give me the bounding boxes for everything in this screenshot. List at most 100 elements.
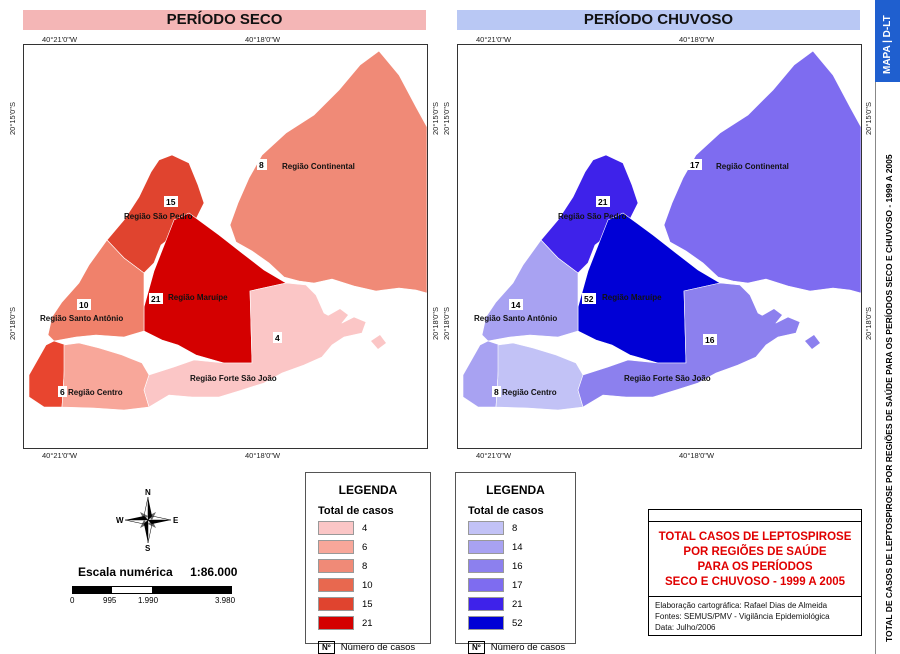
lon-label-bottom-right-dry: 40°18'0"W [245, 451, 281, 460]
legend-item: 52 [468, 615, 575, 631]
title-box: TOTAL CASOS DE LEPTOSPIROSE POR REGIÕES … [648, 509, 862, 636]
cases-sao-pedro: 15 [166, 197, 176, 207]
compass-rose-icon [124, 496, 172, 544]
legend-wet-title: LEGENDA [486, 483, 545, 497]
lon-label-bottom-left-dry: 40°21'0"W [42, 451, 78, 460]
cases-box-sao-pedro [164, 196, 178, 207]
compass-west: W [116, 516, 124, 525]
label-maruipe: Região Maruípe [602, 293, 662, 302]
lat-label-right-bottom-wet: 20°18'0"S [864, 307, 873, 340]
region-sao-pedro [106, 154, 205, 274]
map-title-line: SECO E CHUVOSO - 1999 A 2005 [664, 576, 846, 588]
region-continental [663, 50, 861, 294]
lon-label-top-left-dry: 40°21'0"W [42, 35, 78, 44]
legend-item: 17 [468, 577, 575, 593]
cases-forte: 4 [275, 333, 280, 343]
cases-continental: 8 [259, 160, 264, 170]
legend-wet: LEGENDA Total de casos 8 14 16 17 21 52 … [455, 472, 576, 654]
map-title-line: PARA OS PERÍODOS [697, 561, 813, 573]
label-santo-antonio: Região Santo Antônio [474, 314, 557, 323]
cases-box-santo-antonio [509, 299, 523, 310]
cases-box-sao-pedro [596, 196, 610, 207]
island-small-2 [805, 335, 820, 349]
side-title-text: TOTAL DE CASOS DE LEPTOSPIROSE POR REGIÕ… [884, 154, 894, 642]
legend-dry-title: LEGENDA [338, 483, 398, 497]
cases-box-continental [688, 159, 702, 170]
island-small-1 [326, 309, 348, 325]
cases-centro: 6 [60, 387, 65, 397]
label-santo-antonio: Região Santo Antônio [40, 314, 123, 323]
region-centro-west [28, 340, 67, 408]
lon-label-top-right-wet: 40°18'0"W [679, 35, 715, 44]
label-sao-pedro: Região São Pedro [558, 212, 627, 221]
legend-dry: LEGENDA Total de casos 4 6 8 10 15 21 Nº… [305, 472, 431, 654]
region-continental [229, 50, 427, 294]
map-title-line: TOTAL CASOS DE LEPTOSPIROSE [658, 531, 852, 543]
legend-item: 15 [318, 596, 430, 612]
label-forte-sao-joao: Região Forte São João [624, 374, 711, 383]
lat-label-right-top-wet: 20°15'0"S [864, 102, 873, 135]
region-centro [61, 342, 150, 411]
compass-north: N [145, 488, 151, 497]
cases-box-forte [703, 334, 717, 345]
north-arrow: N S W E [116, 488, 179, 553]
legend-wet-count-key: Nº Número de casos [468, 641, 575, 654]
cases-maruipe: 21 [151, 294, 161, 304]
legend-item: 16 [468, 558, 575, 574]
region-santo-antonio [481, 239, 579, 342]
cases-centro: 8 [494, 387, 499, 397]
cases-box-centro [492, 386, 501, 397]
lat-label-left-top-dry: 20°15'0"S [8, 102, 17, 135]
cases-box-forte [273, 332, 282, 343]
lat-label-left-bottom-wet: 20°18'0"S [442, 307, 451, 340]
cases-box-maruipe [582, 293, 596, 304]
scale-text: Escala numérica [78, 565, 173, 579]
wet-period-map: Região Continental Região São Pedro Regi… [457, 44, 862, 449]
legend-item: 8 [318, 558, 430, 574]
label-centro: Região Centro [502, 388, 557, 397]
lat-label-right-top-dry: 20°15'0"S [431, 102, 440, 135]
label-continental: Região Continental [282, 162, 355, 171]
credit-source: Fontes: SEMUS/PMV - Vigilância Epidemiol… [655, 612, 830, 621]
compass-east: E [173, 516, 179, 525]
legend-dry-count-key: Nº Número de casos [318, 641, 430, 654]
compass-south: S [145, 544, 151, 553]
wet-period-title: PERÍODO CHUVOSO [457, 10, 860, 30]
scale-bar [72, 586, 232, 594]
legend-wet-subtitle: Total de casos [468, 505, 544, 517]
region-centro-west [462, 340, 501, 408]
legend-item: 8 [468, 520, 575, 536]
label-sao-pedro: Região São Pedro [124, 212, 193, 221]
label-continental: Região Continental [716, 162, 789, 171]
label-centro: Região Centro [68, 388, 123, 397]
region-santo-antonio [47, 239, 145, 342]
cases-continental: 17 [690, 160, 700, 170]
scale-value: 1:86.000 [190, 565, 238, 579]
cases-sao-pedro: 21 [598, 197, 608, 207]
cases-box-centro [58, 386, 67, 397]
dry-period-map: Região Continental Região São Pedro Regi… [23, 44, 428, 449]
region-sao-pedro [540, 154, 639, 274]
legend-item: 21 [468, 596, 575, 612]
side-badge-text: MAPA | D-LT [882, 15, 893, 74]
region-centro [495, 342, 584, 411]
lon-label-top-left-wet: 40°21'0"W [476, 35, 512, 44]
cases-santo-antonio: 14 [511, 300, 521, 310]
cases-forte: 16 [705, 335, 715, 345]
island-small-3 [324, 331, 336, 343]
dry-period-title: PERÍODO SECO [23, 10, 426, 30]
lat-label-left-top-wet: 20°15'0"S [442, 102, 451, 135]
label-forte-sao-joao: Região Forte São João [190, 374, 277, 383]
cases-box-maruipe [149, 293, 163, 304]
island-small-3 [758, 331, 770, 343]
credit-date: Data: Julho/2006 [655, 623, 716, 632]
scale-tick-2: 1.990 [138, 596, 159, 605]
lon-label-bottom-right-wet: 40°18'0"W [679, 451, 715, 460]
cases-maruipe: 52 [584, 294, 594, 304]
scale-tick-1: 995 [103, 596, 117, 605]
map-title-line: POR REGIÕES DE SAÚDE [683, 546, 827, 558]
label-maruipe: Região Maruípe [168, 293, 228, 302]
legend-item: 21 [318, 615, 430, 631]
lat-label-right-bottom-dry: 20°18'0"S [431, 307, 440, 340]
lon-label-top-right-dry: 40°18'0"W [245, 35, 281, 44]
